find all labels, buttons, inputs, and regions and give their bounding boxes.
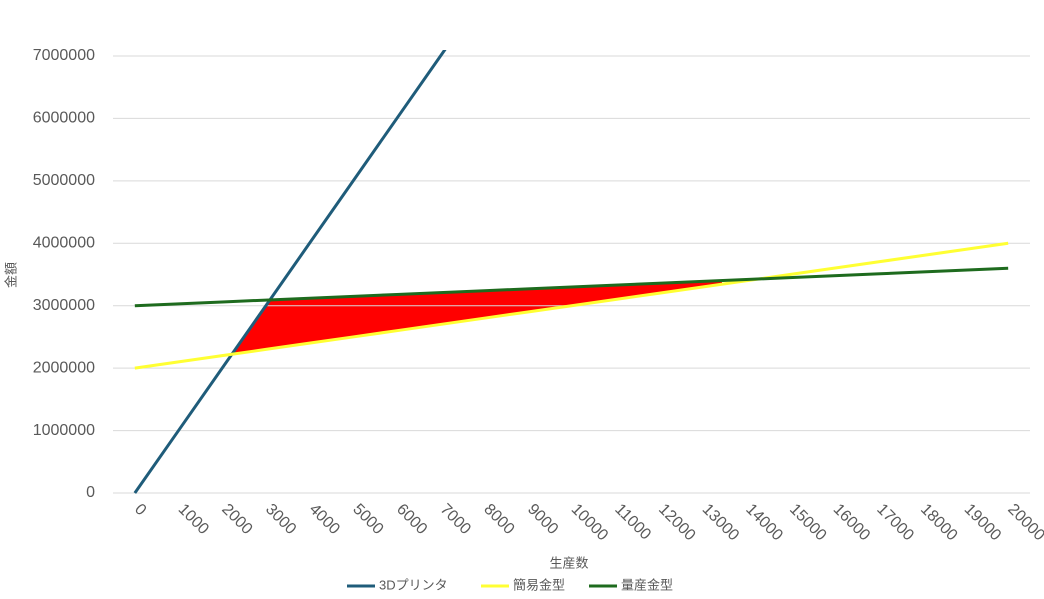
x-axis-title: 生産数 xyxy=(549,555,588,570)
x-tick-label: 10000 xyxy=(568,501,612,545)
x-tick-label: 20000 xyxy=(1004,501,1044,545)
x-tick-label: 16000 xyxy=(830,501,874,545)
x-tick-label: 19000 xyxy=(961,501,1005,545)
x-tick-label: 13000 xyxy=(699,501,743,545)
x-tick-label: 11000 xyxy=(611,501,654,544)
x-tick-label: 18000 xyxy=(917,501,961,545)
y-axis-title: 金額 xyxy=(3,262,18,288)
y-tick-label: 7000000 xyxy=(33,47,95,64)
line xyxy=(134,266,1009,308)
x-tick-label: 4000 xyxy=(306,501,343,538)
legend-label: 量産金型 xyxy=(621,577,673,592)
plot-area xyxy=(133,50,1009,494)
x-tick-label: 6000 xyxy=(393,501,430,538)
x-tick-label: 1000 xyxy=(175,501,212,538)
y-tick-label: 2000000 xyxy=(33,359,95,376)
x-tick-label: 8000 xyxy=(480,501,517,538)
y-tick-label: 1000000 xyxy=(33,422,95,439)
legend-label: 3Dプリンタ xyxy=(379,577,448,592)
line xyxy=(133,50,447,494)
x-tick-label: 7000 xyxy=(437,501,474,538)
x-tick-label: 0 xyxy=(131,501,149,519)
x-tick-label: 9000 xyxy=(524,501,561,538)
legend-label: 簡易金型 xyxy=(513,577,565,592)
y-tick-label: 4000000 xyxy=(33,235,95,252)
x-tick-label: 14000 xyxy=(742,501,786,545)
x-tick-label: 2000 xyxy=(218,501,255,538)
y-tick-label: 6000000 xyxy=(33,110,95,127)
x-tick-label: 12000 xyxy=(655,501,699,545)
line xyxy=(134,241,1009,370)
y-tick-label: 5000000 xyxy=(33,172,95,189)
x-tick-label: 5000 xyxy=(349,501,386,538)
x-tick-label: 3000 xyxy=(262,501,299,538)
y-tick-label: 3000000 xyxy=(33,297,95,314)
x-tick-label: 15000 xyxy=(786,501,830,545)
y-tick-label: 0 xyxy=(86,484,95,501)
x-tick-label: 17000 xyxy=(873,501,917,545)
